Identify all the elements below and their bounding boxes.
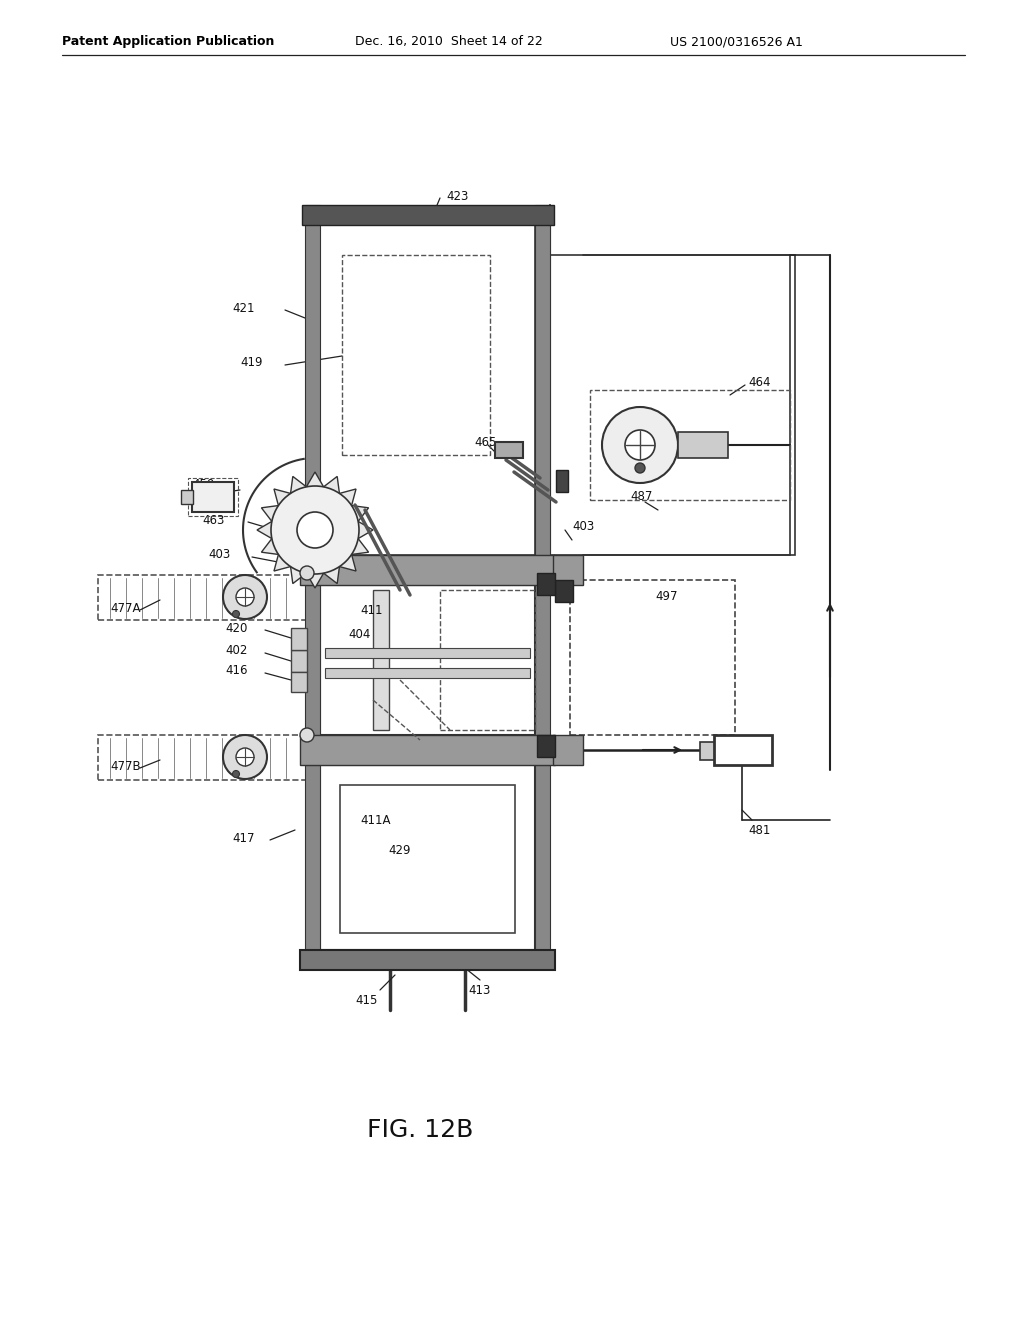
Text: 465: 465 [474,436,497,449]
Text: 412: 412 [345,648,368,661]
Text: 415: 415 [355,994,378,1006]
Circle shape [271,486,359,574]
Text: 408: 408 [342,668,365,681]
Bar [98,735,308,780]
Bar [188,478,238,516]
Circle shape [236,587,254,606]
Bar [700,742,715,760]
Bar [495,442,523,458]
Circle shape [625,430,655,459]
Bar [537,735,555,756]
Bar [537,573,555,595]
Circle shape [602,407,678,483]
Bar [553,554,583,585]
Text: Patent Application Publication: Patent Application Publication [62,36,274,49]
Bar [193,482,234,512]
Bar [373,590,389,730]
Text: 403: 403 [572,520,594,533]
Bar [305,766,319,950]
Text: 411: 411 [360,603,383,616]
Bar [302,205,554,224]
Circle shape [232,610,240,618]
Text: Dec. 16, 2010  Sheet 14 of 22: Dec. 16, 2010 Sheet 14 of 22 [355,36,543,49]
Circle shape [223,576,267,619]
Text: FIG. 12B: FIG. 12B [367,1118,473,1142]
Bar [98,576,308,620]
Bar [556,470,568,492]
Bar [570,579,735,735]
Bar [590,389,790,500]
Circle shape [300,729,314,742]
Bar [340,785,515,933]
Bar [305,205,319,554]
Bar [555,579,573,602]
Text: 429: 429 [388,843,411,857]
Text: US 2100/0316526 A1: US 2100/0316526 A1 [670,36,803,49]
Text: 464: 464 [748,375,770,388]
Bar [291,628,307,649]
Circle shape [223,735,267,779]
Text: 463: 463 [202,513,224,527]
Bar [300,950,555,970]
Polygon shape [257,473,373,587]
Circle shape [232,771,240,777]
Text: 402: 402 [225,644,248,657]
Bar [535,205,550,554]
Text: 487: 487 [630,491,652,503]
Circle shape [635,463,645,473]
Text: 497: 497 [655,590,678,602]
Text: 404: 404 [348,628,371,642]
Bar [342,255,490,455]
Bar [325,668,530,678]
Bar [300,735,555,766]
Bar [714,735,772,766]
Text: 411A: 411A [360,813,390,826]
Text: 413: 413 [468,983,490,997]
Text: 481: 481 [748,824,770,837]
Bar [300,554,555,585]
Text: 417: 417 [232,832,255,845]
Text: 477A: 477A [110,602,140,615]
Text: 406: 406 [468,738,490,751]
Text: 416: 416 [225,664,248,677]
Text: 477B: 477B [110,759,140,772]
Text: 450: 450 [193,479,214,491]
Bar [535,766,550,950]
Text: 419: 419 [240,356,262,370]
Bar [535,585,550,735]
Circle shape [297,512,333,548]
Bar [291,672,307,692]
Bar [319,766,535,950]
Bar [678,432,728,458]
Text: 403: 403 [208,549,230,561]
Bar [440,590,535,730]
Bar [291,649,307,672]
Text: 480: 480 [731,743,755,756]
Text: 420: 420 [225,622,248,635]
Bar [550,255,795,554]
Bar [319,585,535,735]
Bar [181,490,193,504]
Bar [305,585,319,735]
Text: 421: 421 [232,301,255,314]
Bar [325,648,530,657]
Bar [319,224,535,554]
Circle shape [300,566,314,579]
Text: 423: 423 [446,190,468,202]
Circle shape [236,748,254,766]
Bar [553,735,583,766]
